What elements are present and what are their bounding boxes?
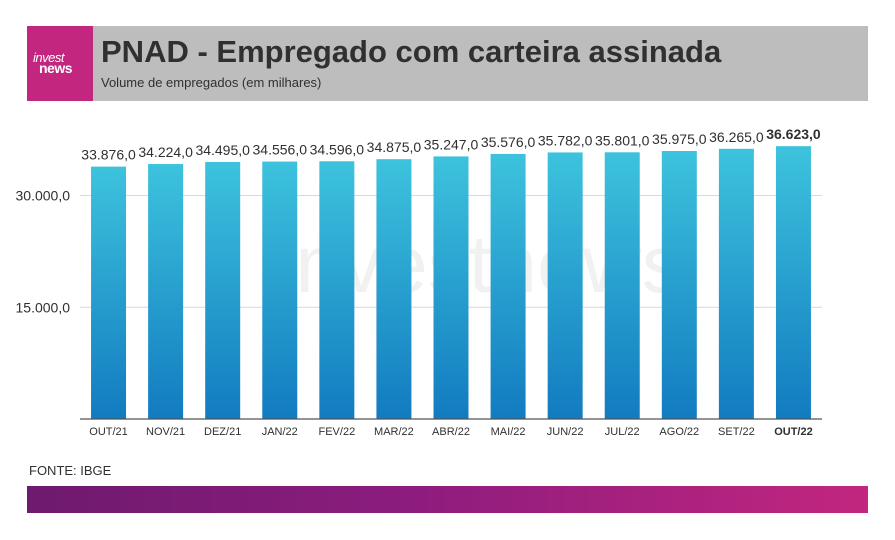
x-tick-label: MAI/22 <box>491 426 526 438</box>
x-tick-label: JUN/22 <box>547 426 584 438</box>
bar <box>718 148 754 419</box>
data-label: 36.623,0 <box>766 126 821 142</box>
bar <box>661 150 697 419</box>
data-label: 34.224,0 <box>138 144 193 160</box>
data-label: 36.265,0 <box>709 129 764 145</box>
bar <box>148 164 184 419</box>
bar <box>262 161 298 419</box>
bars <box>91 146 811 420</box>
data-label: 34.556,0 <box>253 142 308 158</box>
bar <box>205 162 241 419</box>
x-tick-label: MAR/22 <box>374 426 414 438</box>
footer-bar <box>27 486 868 513</box>
logo: invest news <box>27 26 93 101</box>
data-label: 34.596,0 <box>310 141 365 157</box>
header-band: PNAD - Empregado com carteira assinada V… <box>93 26 868 101</box>
x-tick-label: OUT/21 <box>89 426 128 438</box>
page-subtitle: Volume de empregados (em milhares) <box>101 75 322 90</box>
x-tick-label: NOV/21 <box>146 426 185 438</box>
bar <box>490 153 526 419</box>
data-label: 34.495,0 <box>195 142 250 158</box>
x-tick-label: FEV/22 <box>319 426 356 438</box>
x-tick-label: OUT/22 <box>774 426 813 438</box>
x-tick-label: JAN/22 <box>262 426 298 438</box>
x-tick-label: SET/22 <box>718 426 755 438</box>
bar <box>547 152 583 419</box>
bar <box>433 156 469 419</box>
y-tick-label: 30.000,0 <box>16 188 71 204</box>
bar <box>376 159 412 419</box>
data-label: 35.247,0 <box>424 136 479 152</box>
logo-text-news: news <box>39 60 73 76</box>
data-label: 33.876,0 <box>81 147 136 163</box>
source-note: FONTE: IBGE <box>29 463 112 478</box>
x-tick-label: JUL/22 <box>605 426 640 438</box>
data-label: 35.782,0 <box>538 132 593 148</box>
data-label: 34.875,0 <box>367 139 422 155</box>
data-label: 35.576,0 <box>481 134 536 150</box>
bar <box>604 152 640 420</box>
axes: 15.000,0 30.000,0 OUT/21 NOV/21 DEZ/21 JAN/22… <box>16 188 822 438</box>
logo-text-invest: invest <box>33 50 64 65</box>
bar <box>91 166 127 419</box>
data-label: 35.975,0 <box>652 131 707 147</box>
x-tick-label: ABR/22 <box>432 426 470 438</box>
x-tick-label: DEZ/21 <box>204 426 241 438</box>
page-title: PNAD - Empregado com carteira assinada <box>101 34 722 69</box>
y-tick-label: 15.000,0 <box>16 299 71 315</box>
data-labels: 33.876,0 34.224,0 34.495,0 34.556,0 34.596,0… <box>81 126 821 162</box>
data-label: 35.801,0 <box>595 132 650 148</box>
bar <box>775 146 811 420</box>
bar <box>319 161 355 419</box>
x-tick-label: AGO/22 <box>659 426 699 438</box>
